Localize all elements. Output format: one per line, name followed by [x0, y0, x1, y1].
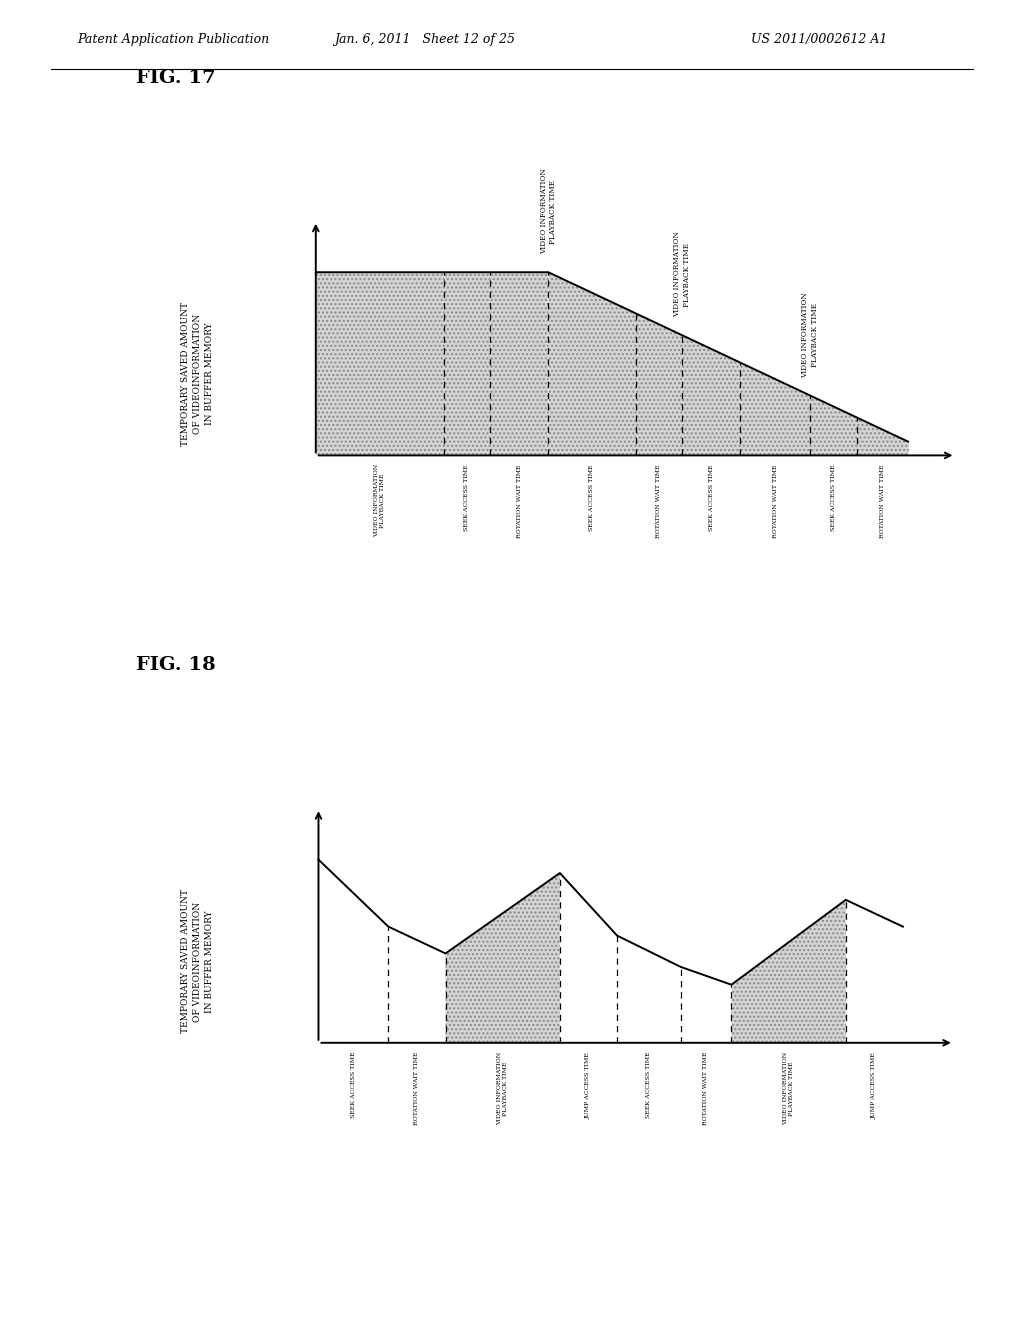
- Text: VIDEO INFORMATION
PLAYBACK TIME: VIDEO INFORMATION PLAYBACK TIME: [375, 465, 385, 537]
- Text: SEEK ACCESS TIME: SEEK ACCESS TIME: [465, 465, 469, 531]
- Polygon shape: [682, 335, 810, 455]
- Text: SEEK ACCESS TIME: SEEK ACCESS TIME: [590, 465, 595, 531]
- Text: SEEK ACCESS TIME: SEEK ACCESS TIME: [830, 465, 836, 531]
- Text: TEMPORARY SAVED AMOUNT
OF VIDEOINFORMATION
IN BUFFER MEMORY: TEMPORARY SAVED AMOUNT OF VIDEOINFORMATI…: [181, 302, 214, 446]
- Text: VIDEO INFORMATION
PLAYBACK TIME: VIDEO INFORMATION PLAYBACK TIME: [674, 231, 691, 317]
- Text: VIDEO INFORMATION
PLAYBACK TIME: VIDEO INFORMATION PLAYBACK TIME: [802, 292, 818, 378]
- Polygon shape: [445, 873, 560, 1043]
- Text: ROTATION WAIT TIME: ROTATION WAIT TIME: [773, 465, 777, 537]
- Text: US 2011/0002612 A1: US 2011/0002612 A1: [751, 33, 888, 46]
- Text: ROTATION WAIT TIME: ROTATION WAIT TIME: [881, 465, 885, 537]
- Text: SEEK ACCESS TIME: SEEK ACCESS TIME: [351, 1052, 356, 1118]
- Text: FIG. 18: FIG. 18: [136, 656, 215, 675]
- Text: TEMPORARY SAVED AMOUNT
OF VIDEOINFORMATION
IN BUFFER MEMORY: TEMPORARY SAVED AMOUNT OF VIDEOINFORMATI…: [181, 890, 214, 1034]
- Text: JUMP ACCESS TIME: JUMP ACCESS TIME: [871, 1052, 877, 1118]
- Text: ROTATION WAIT TIME: ROTATION WAIT TIME: [656, 465, 662, 537]
- Text: SEEK ACCESS TIME: SEEK ACCESS TIME: [646, 1052, 651, 1118]
- Text: ROTATION WAIT TIME: ROTATION WAIT TIME: [415, 1052, 420, 1125]
- Polygon shape: [549, 272, 682, 455]
- Text: VIDEO INFORMATION
PLAYBACK TIME: VIDEO INFORMATION PLAYBACK TIME: [498, 1052, 508, 1125]
- Text: ROTATION WAIT TIME: ROTATION WAIT TIME: [703, 1052, 709, 1125]
- Text: FIG. 17: FIG. 17: [136, 69, 215, 87]
- Text: SEEK ACCESS TIME: SEEK ACCESS TIME: [709, 465, 714, 531]
- Polygon shape: [731, 900, 846, 1043]
- Text: Jan. 6, 2011   Sheet 12 of 25: Jan. 6, 2011 Sheet 12 of 25: [335, 33, 515, 46]
- Text: VIDEO INFORMATION
PLAYBACK TIME: VIDEO INFORMATION PLAYBACK TIME: [540, 169, 557, 255]
- Polygon shape: [810, 396, 909, 455]
- Text: JUMP ACCESS TIME: JUMP ACCESS TIME: [586, 1052, 591, 1118]
- Text: Patent Application Publication: Patent Application Publication: [77, 33, 269, 46]
- Text: VIDEO INFORMATION
PLAYBACK TIME: VIDEO INFORMATION PLAYBACK TIME: [783, 1052, 794, 1125]
- Text: ROTATION WAIT TIME: ROTATION WAIT TIME: [517, 465, 522, 537]
- Bar: [315, 272, 549, 455]
